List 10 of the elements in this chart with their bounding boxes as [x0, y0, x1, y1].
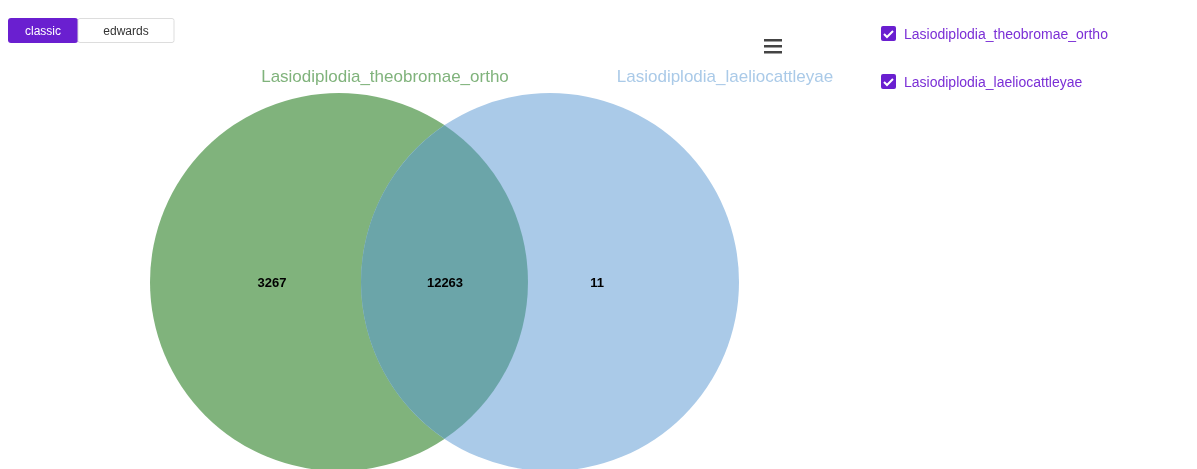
data-label: 11	[590, 275, 604, 290]
data-label: 12263	[426, 275, 464, 290]
data-label: 3267	[257, 275, 287, 290]
venn-diagram: 3267 12263 11	[150, 93, 739, 469]
text: Lasiodiplodia_theobromae_ortho	[261, 67, 509, 86]
text: Lasiodiplodia_laeliocattleyae	[616, 67, 834, 86]
text: Lasiodiplodia_theobromae_ortho	[904, 26, 1109, 42]
text: classic	[24, 24, 62, 38]
text: Lasiodiplodia_laeliocattleyae	[904, 74, 1083, 90]
text: edwards	[103, 24, 149, 38]
